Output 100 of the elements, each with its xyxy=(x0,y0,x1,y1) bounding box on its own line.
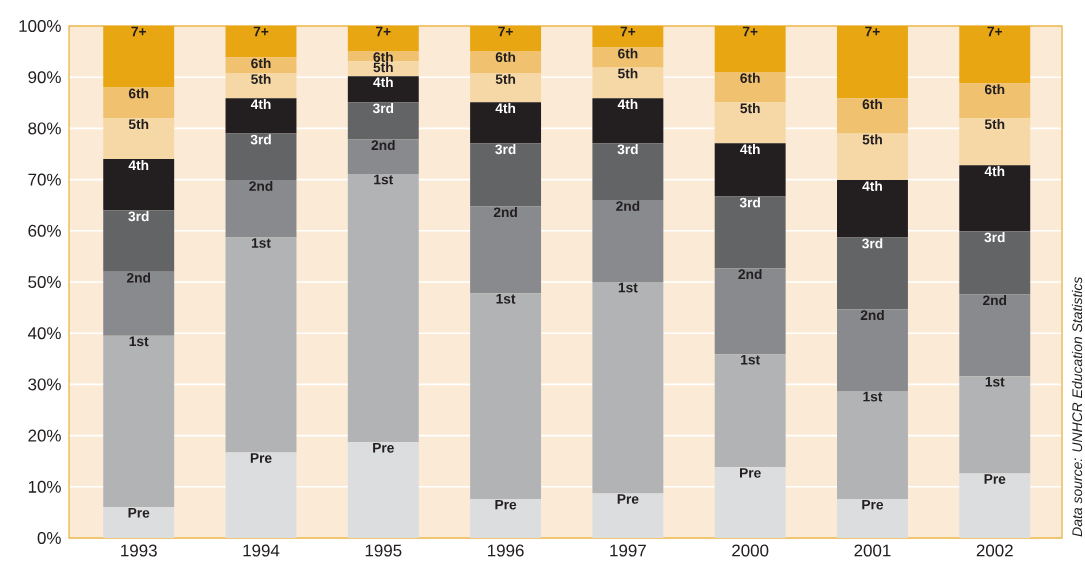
bar xyxy=(347,102,419,140)
bar xyxy=(470,143,542,207)
x-tick-label: 1993 xyxy=(121,544,157,557)
bar xyxy=(103,507,175,538)
y-tick-label: 10% xyxy=(28,480,61,493)
bar xyxy=(714,196,786,269)
bar xyxy=(470,102,542,144)
text: 3rd xyxy=(739,197,760,208)
bar xyxy=(592,67,664,99)
series-label: 5th xyxy=(862,134,882,145)
text: 2nd xyxy=(126,272,151,283)
y-tick-label: 40% xyxy=(27,327,61,340)
text: 4th xyxy=(495,103,516,114)
text: 1st xyxy=(741,354,760,365)
bar xyxy=(837,133,908,181)
text: 5th xyxy=(984,118,1005,130)
text: 7+ xyxy=(620,26,636,37)
series-label: 3rd xyxy=(250,134,271,145)
bar xyxy=(225,73,297,99)
bar xyxy=(837,391,908,500)
text: 2nd xyxy=(493,207,517,218)
text: 7+ xyxy=(987,26,1003,37)
series-label: 4th xyxy=(128,159,149,170)
text: 1st xyxy=(496,294,516,304)
bar xyxy=(470,51,542,74)
text: 6th xyxy=(251,58,271,69)
bar xyxy=(225,180,297,238)
bar xyxy=(837,26,908,99)
bar xyxy=(837,499,908,538)
series-label: 1st xyxy=(129,336,149,347)
bar xyxy=(347,61,419,77)
text: 6th xyxy=(862,98,882,110)
text: 1st xyxy=(618,282,638,293)
text: Pre xyxy=(617,494,639,504)
bar xyxy=(347,442,419,538)
text: 5th xyxy=(495,73,516,84)
text: 7+ xyxy=(376,26,391,37)
text: Pre xyxy=(984,474,1006,484)
text: 7+ xyxy=(253,26,269,37)
y-tick-label: 0% xyxy=(37,532,61,544)
bar xyxy=(225,98,297,134)
text: 3rd xyxy=(984,232,1005,243)
text: 1st xyxy=(251,238,271,248)
text: 1st xyxy=(863,391,883,402)
bar xyxy=(714,143,786,197)
text: 2nd xyxy=(860,309,884,321)
x-tick-label: 2002 xyxy=(976,544,1013,557)
x-tick-label: 1994 xyxy=(243,544,280,557)
text: 6th xyxy=(128,88,149,99)
text: 5th xyxy=(617,68,638,79)
bar xyxy=(592,26,664,48)
bar xyxy=(592,493,664,538)
x-tick-label: 1997 xyxy=(610,544,646,557)
bar xyxy=(714,354,786,468)
bar xyxy=(959,83,1031,119)
x-tick-label: 2000 xyxy=(732,544,769,557)
text: 6th xyxy=(740,72,760,83)
bar xyxy=(714,268,786,355)
y-tick-label: 50% xyxy=(28,276,61,288)
text: 4th xyxy=(740,144,760,155)
text: 1st xyxy=(374,174,394,185)
y-tick-label: 100% xyxy=(19,20,61,32)
y-tick-label: 80% xyxy=(28,122,61,135)
bar xyxy=(714,102,786,144)
bar xyxy=(837,309,908,392)
text: 4th xyxy=(373,76,393,88)
bar xyxy=(959,294,1031,377)
bar xyxy=(959,231,1031,295)
bar xyxy=(225,133,297,181)
text: 4th xyxy=(862,180,882,191)
bar xyxy=(103,87,175,119)
bar xyxy=(837,237,908,310)
bar xyxy=(470,206,542,294)
bar xyxy=(470,293,542,500)
bar xyxy=(103,159,175,211)
text: 4th xyxy=(984,166,1005,177)
bar xyxy=(959,118,1031,166)
bar xyxy=(225,452,297,538)
bar xyxy=(347,139,419,174)
text: Pre xyxy=(250,453,272,463)
bar xyxy=(959,26,1031,84)
bar xyxy=(714,72,786,103)
bar xyxy=(470,73,542,103)
text: Pre xyxy=(740,468,761,478)
bar xyxy=(347,173,419,443)
text: Pre xyxy=(862,499,884,510)
y-tick-label: 30% xyxy=(28,378,61,391)
text: 6th xyxy=(495,51,516,62)
text: 2nd xyxy=(249,180,273,192)
y-tick-label: 20% xyxy=(28,429,61,442)
bar xyxy=(225,57,297,74)
bar xyxy=(225,26,297,58)
text: 4th xyxy=(617,98,638,110)
text: Pre xyxy=(373,443,394,453)
text: 5th xyxy=(740,103,760,114)
text: 5th xyxy=(128,118,149,130)
bar xyxy=(592,282,664,494)
text: 7+ xyxy=(742,26,758,37)
x-tick-label: 1996 xyxy=(488,544,524,557)
bar xyxy=(103,335,175,508)
